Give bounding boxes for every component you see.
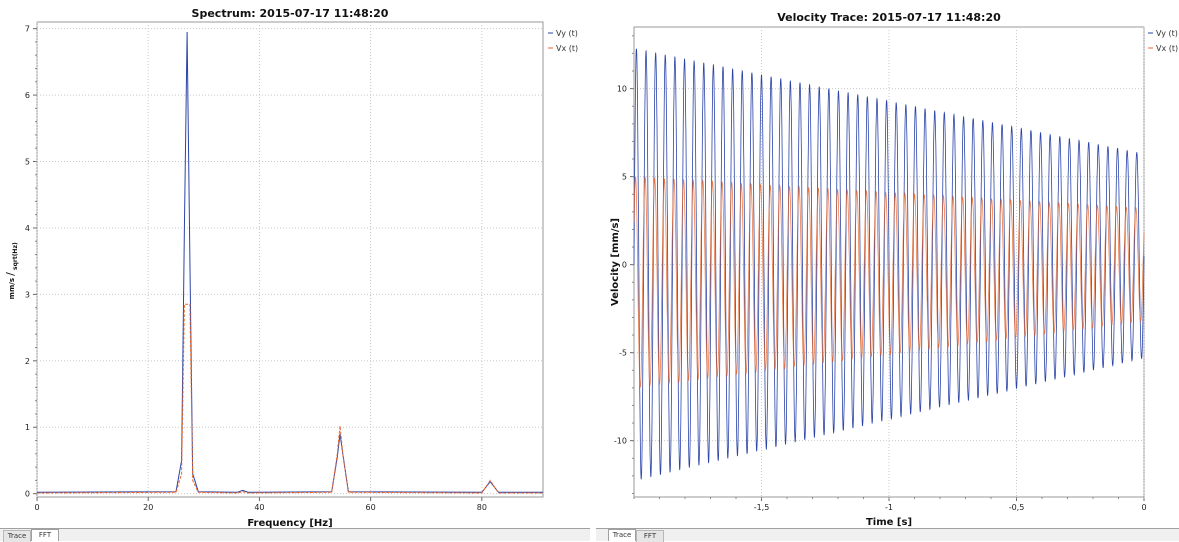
- spectrum-panel: 0 20 40 60 80 0 1 2 3 4 5 6 7 Spectrum: 2015-07-17 11…: [0, 0, 590, 542]
- x-tick-label: 40: [254, 503, 264, 512]
- tab-fft[interactable]: FFT: [636, 530, 664, 542]
- y-tick-label: 7: [25, 25, 30, 34]
- y-axis-label-numerator: mm/s: [8, 278, 16, 299]
- velocity-tab-bar: Trace FFT: [596, 528, 1179, 542]
- legend-label: Vy (t): [1156, 29, 1178, 38]
- x-tick-label: 20: [143, 503, 153, 512]
- y-axis-label-denominator: sqrt(Hz): [12, 242, 19, 270]
- x-tick-label: -0,5: [1009, 503, 1025, 512]
- y-tick-label: 2: [25, 357, 30, 366]
- x-tick-label: -1: [885, 503, 893, 512]
- velocity-chart: -1,5 -1 -0,5 0 -10 -5 0 5 10 Velocity Trace: 2015…: [610, 11, 1178, 528]
- x-tick-label: 0: [1141, 503, 1146, 512]
- y-tick-label: 1: [25, 423, 30, 432]
- series-line-vx: [633, 176, 1145, 389]
- x-tick-label: 0: [34, 503, 39, 512]
- y-tick-label: 5: [622, 173, 627, 182]
- y-tick-label: 0: [25, 490, 30, 499]
- tab-trace[interactable]: Trace: [3, 530, 31, 542]
- tab-fft[interactable]: FFT: [31, 529, 59, 541]
- y-axis-label: mm/s / sqrt(Hz): [4, 242, 19, 299]
- y-tick-label: -5: [619, 349, 627, 358]
- y-tick-label: 0: [622, 261, 627, 270]
- y-tick-label: 4: [25, 224, 30, 233]
- chart-title: Spectrum: 2015-07-17 11:48:20: [192, 7, 389, 20]
- plot-area: [36, 21, 544, 498]
- x-tick-label: -1,5: [754, 503, 770, 512]
- y-tick-label: 5: [25, 158, 30, 167]
- x-tick-label: 80: [477, 503, 487, 512]
- y-tick-label: 3: [25, 290, 30, 299]
- x-axis-label: Frequency [Hz]: [247, 518, 332, 529]
- spectrum-chart: 0 20 40 60 80 0 1 2 3 4 5 6 7 Spectrum: 2015-07-17 11…: [4, 7, 578, 529]
- chart-title: Velocity Trace: 2015-07-17 11:48:20: [777, 11, 1001, 24]
- tab-trace[interactable]: Trace: [608, 529, 636, 541]
- y-axis-label-slash: /: [4, 272, 17, 276]
- y-tick-label: 6: [25, 91, 30, 100]
- x-axis-label: Time [s]: [866, 517, 912, 528]
- y-tick-label: -10: [614, 437, 627, 446]
- legend-label: Vx (t): [1156, 44, 1178, 53]
- legend-label: Vx (t): [556, 44, 578, 53]
- panel-divider: [590, 0, 596, 541]
- velocity-panel: -1,5 -1 -0,5 0 -10 -5 0 5 10 Velocity Trace: 2015…: [596, 0, 1179, 542]
- y-tick-label: 10: [617, 85, 627, 94]
- spectrum-tab-bar: Trace FFT: [0, 528, 590, 542]
- legend-label: Vy (t): [556, 29, 578, 38]
- series-line-vy: [36, 31, 543, 493]
- series-line-vy: [633, 48, 1145, 480]
- series-line-vx: [36, 303, 543, 494]
- x-tick-label: 60: [366, 503, 376, 512]
- y-axis-label: Velocity [mm/s]: [610, 218, 621, 306]
